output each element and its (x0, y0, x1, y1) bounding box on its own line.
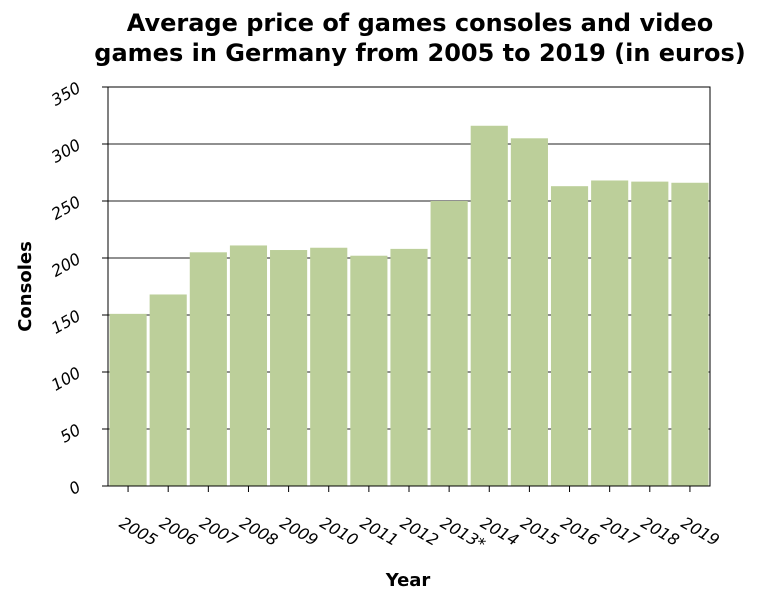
x-tick-label: 2008 (236, 513, 281, 550)
x-tick-label: 2013* (437, 513, 489, 554)
y-tick-label: 200 (48, 249, 84, 281)
x-axis-label: Year (385, 570, 431, 591)
x-tick-label: 2010 (317, 513, 362, 550)
x-tick-label: 2017 (598, 513, 643, 550)
y-tick-label: 150 (48, 306, 84, 338)
bar-2012 (390, 248, 428, 486)
bars (109, 125, 709, 487)
bar-2007 (189, 252, 227, 486)
x-tick-label: 2016 (558, 513, 603, 550)
x-tick-label: 2015 (517, 513, 562, 550)
x-tick-label: 2019 (678, 513, 723, 550)
y-tick-label: 50 (57, 420, 84, 447)
x-tick-label: 2011 (357, 513, 402, 550)
y-tick-label: 350 (48, 78, 84, 110)
y-tick-label: 100 (48, 363, 84, 395)
bar-2019 (671, 182, 709, 486)
bar-2010 (310, 247, 348, 486)
x-tick-label: 2007 (196, 513, 241, 550)
bar-2011 (350, 255, 388, 486)
x-tick-label: 2012 (397, 513, 442, 550)
bar-2005 (109, 313, 147, 486)
bar-2006 (149, 294, 187, 486)
y-tick-label: 0 (66, 477, 84, 499)
chart-title-line-1: Average price of games consoles and vide… (127, 9, 714, 37)
y-axis-ticks: 0 50 100 150 200 250 300 350 (48, 78, 108, 499)
bar-2016 (550, 186, 589, 486)
bar-2013 (430, 201, 468, 486)
bar-2009 (270, 250, 308, 486)
bar-2017 (591, 180, 629, 487)
x-tick-label: 2006 (156, 513, 201, 550)
bar-2008 (229, 245, 268, 486)
y-tick-label: 300 (48, 135, 84, 167)
x-tick-label: 2005 (116, 513, 161, 550)
y-axis-label: Consoles (15, 241, 36, 332)
x-tick-label: 2009 (277, 513, 322, 550)
bar-2014 (470, 125, 508, 486)
x-tick-label: 2018 (638, 513, 683, 550)
chart-title: Average price of games consoles and vide… (94, 9, 745, 67)
bar-2018 (631, 181, 669, 486)
chart-title-line-2: games in Germany from 2005 to 2019 (in e… (94, 39, 745, 67)
bar-2015 (510, 138, 548, 487)
y-tick-label: 250 (48, 192, 84, 224)
